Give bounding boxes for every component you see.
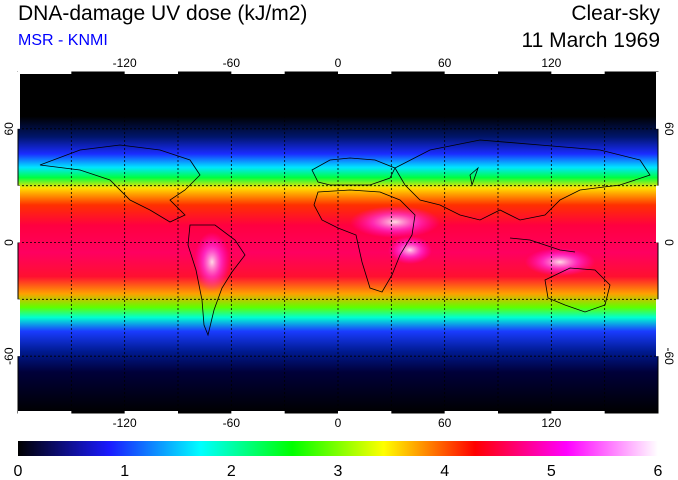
colorbar-tick-label: 5 [547,463,556,480]
longitude-labels-top: -120 -60 0 60 120 [113,56,562,70]
colorbar-tick-label: 1 [120,463,129,480]
frame-segment [551,71,605,74]
graticule [18,72,658,413]
latitude-label: 0 [2,239,16,246]
frame-segment [18,71,72,74]
frame-segment [338,411,392,414]
frame-segment [17,299,20,357]
latitude-labels-right: 60 0 -60 [662,122,676,365]
map-frame-ticks [17,71,659,414]
longitude-label: -120 [113,416,137,430]
frame-segment [656,72,659,129]
latitude-labels-left: 60 0 -60 [2,122,16,365]
colorbar-tick-labels: 0 1 2 3 4 5 6 [14,463,663,480]
latitude-label: 0 [662,239,676,246]
frame-segment [656,185,659,243]
map-title: DNA-damage UV dose (kJ/m2) [18,2,308,25]
uv-hotspots [194,206,595,292]
colorbar-tick-label: 2 [227,463,236,480]
latitude-label: 60 [2,122,16,136]
frame-segment [124,411,178,414]
longitude-label: 60 [438,416,452,430]
longitude-label: 0 [335,416,342,430]
longitude-label: 60 [438,56,452,70]
frame-segment [551,411,605,414]
longitude-label: 120 [541,56,561,70]
frame-segment [18,411,72,414]
latitude-label: 60 [662,122,676,136]
sky-condition-label: Clear-sky [571,2,660,25]
frame-segment [17,185,20,243]
frame-segment [231,411,285,414]
frame-segment [444,411,498,414]
colorbar-gradient [18,441,658,456]
longitude-labels-bottom: -120 -60 0 60 120 [113,416,562,430]
frame-segment [231,71,285,74]
longitude-label: -60 [223,56,241,70]
colorbar: 0 1 2 3 4 5 6 [14,441,663,480]
longitude-label: 120 [541,416,561,430]
colorbar-tick-label: 0 [14,463,23,480]
colorbar-fill [18,441,658,456]
longitude-label: -60 [223,416,241,430]
colorbar-tick-label: 6 [654,463,663,480]
frame-segment [338,71,392,74]
frame-segment [656,299,659,357]
latitude-label: -60 [2,347,16,365]
date-label: 11 March 1969 [521,29,660,52]
frame-segment [124,71,178,74]
colorbar-tick-label: 3 [334,463,343,480]
colorbar-tick-label: 4 [440,463,449,480]
frame-segment [17,72,20,129]
latitude-label: -60 [662,347,676,365]
source-label: MSR - KNMI [18,32,108,49]
longitude-label: 0 [335,56,342,70]
frame-segment [444,71,498,74]
longitude-label: -120 [113,56,137,70]
